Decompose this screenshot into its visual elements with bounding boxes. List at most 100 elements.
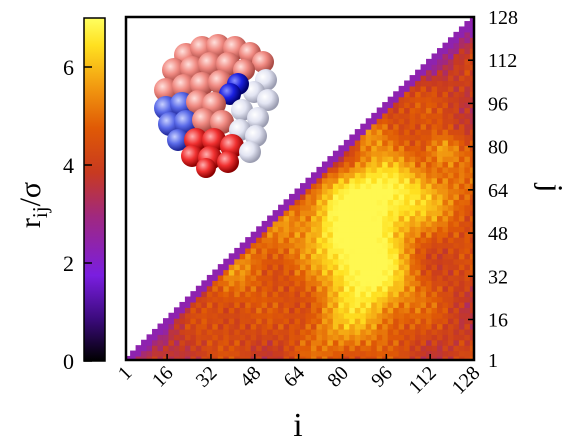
heatmap-cell [305,264,312,271]
heatmap-cell [404,237,411,244]
heatmap-cell [404,183,411,190]
heatmap-cell [338,188,345,195]
heatmap-cell [415,339,422,346]
heatmap-cell [404,107,411,114]
heatmap-cell [464,139,471,146]
heatmap-cell [250,339,257,346]
heatmap-cell [426,264,433,271]
y-axis-label: j [534,183,565,193]
heatmap-cell [212,307,219,314]
heatmap-cell [327,242,334,249]
heatmap-cell [261,355,268,360]
heatmap-cell [184,339,191,346]
heatmap-cell [173,345,181,352]
y-tick-label: 128 [488,7,518,29]
heatmap-cell [458,85,466,92]
heatmap-cell [393,274,400,281]
heatmap-cell [310,264,318,271]
heatmap-cell [321,215,328,222]
heatmap-cell [464,42,471,49]
heatmap-cell [327,237,334,244]
heatmap-cell [409,129,416,136]
heatmap-cell [464,210,471,217]
heatmap-cell [387,112,394,119]
heatmap-cell [437,123,444,130]
heatmap-cell [415,291,422,298]
heatmap-cell [464,285,471,292]
heatmap-cell [261,253,268,260]
heatmap-cell [447,102,455,109]
heatmap-cell [278,258,285,265]
heatmap-cell [420,339,427,346]
heatmap-cell [354,145,361,152]
heatmap-cell [415,220,422,227]
heatmap-cell [261,264,268,271]
heatmap-cell [437,118,444,125]
heatmap-cell [354,210,361,217]
heatmap-cell [464,102,471,109]
heatmap-cell [437,334,444,341]
heatmap-cell [458,280,466,287]
heatmap-cell [437,345,444,352]
heatmap-cell [398,328,405,335]
heatmap-cell [453,215,460,222]
heatmap-cell [431,285,438,292]
heatmap-cell [179,350,186,357]
heatmap-cell [420,199,427,206]
heatmap-cell [223,280,230,287]
heatmap-cell [305,183,312,190]
heatmap-cell [382,334,389,341]
heatmap-cell [332,280,339,287]
heatmap-cell [234,280,241,287]
heatmap-cell [387,269,394,276]
heatmap-cell [398,334,405,341]
heatmap-cell [442,247,449,254]
heatmap-cell [437,75,444,82]
heatmap-cell [409,291,416,298]
heatmap-cell [371,112,378,119]
heatmap-cell [349,199,356,206]
heatmap-cell [327,345,334,352]
heatmap-cell [382,231,389,238]
heatmap-cell [376,188,383,195]
heatmap-cell [393,264,400,271]
heatmap-cell [212,280,219,287]
heatmap-cell [464,123,471,130]
heatmap-cell [338,210,345,217]
heatmap-cell [173,350,181,357]
heatmap-cell [376,291,383,298]
heatmap-cell [349,237,356,244]
heatmap-cell [305,334,312,341]
heatmap-cell [458,318,466,325]
heatmap-cell [327,323,334,330]
heatmap-cell [300,350,307,357]
heatmap-cell [393,307,400,314]
heatmap-cell [190,312,197,319]
heatmap-cell [393,220,400,227]
heatmap-cell [387,193,394,200]
heatmap-cell [420,296,427,303]
heatmap-cell [152,355,159,360]
heatmap-cell [437,145,444,152]
heatmap-cell [437,280,444,287]
heatmap-cell [223,269,230,276]
heatmap-cell [168,318,175,325]
heatmap-cell [365,334,372,341]
heatmap-cell [409,334,416,341]
heatmap-cell [152,345,159,352]
heatmap-cell [415,199,422,206]
heatmap-cell [343,242,350,249]
heatmap-cell [382,183,389,190]
heatmap-cell [431,226,438,233]
heatmap-cell [458,220,466,227]
heatmap-cell [365,118,372,125]
heatmap-cell [420,193,427,200]
heatmap-cell [327,226,334,233]
heatmap-cell [245,237,252,244]
heatmap-cell [365,258,372,265]
heatmap-cell [431,129,438,136]
heatmap-cell [398,350,405,357]
heatmap-cell [283,307,290,314]
heatmap-cell [469,123,474,130]
colorbar-tick-label: 2 [63,251,74,276]
